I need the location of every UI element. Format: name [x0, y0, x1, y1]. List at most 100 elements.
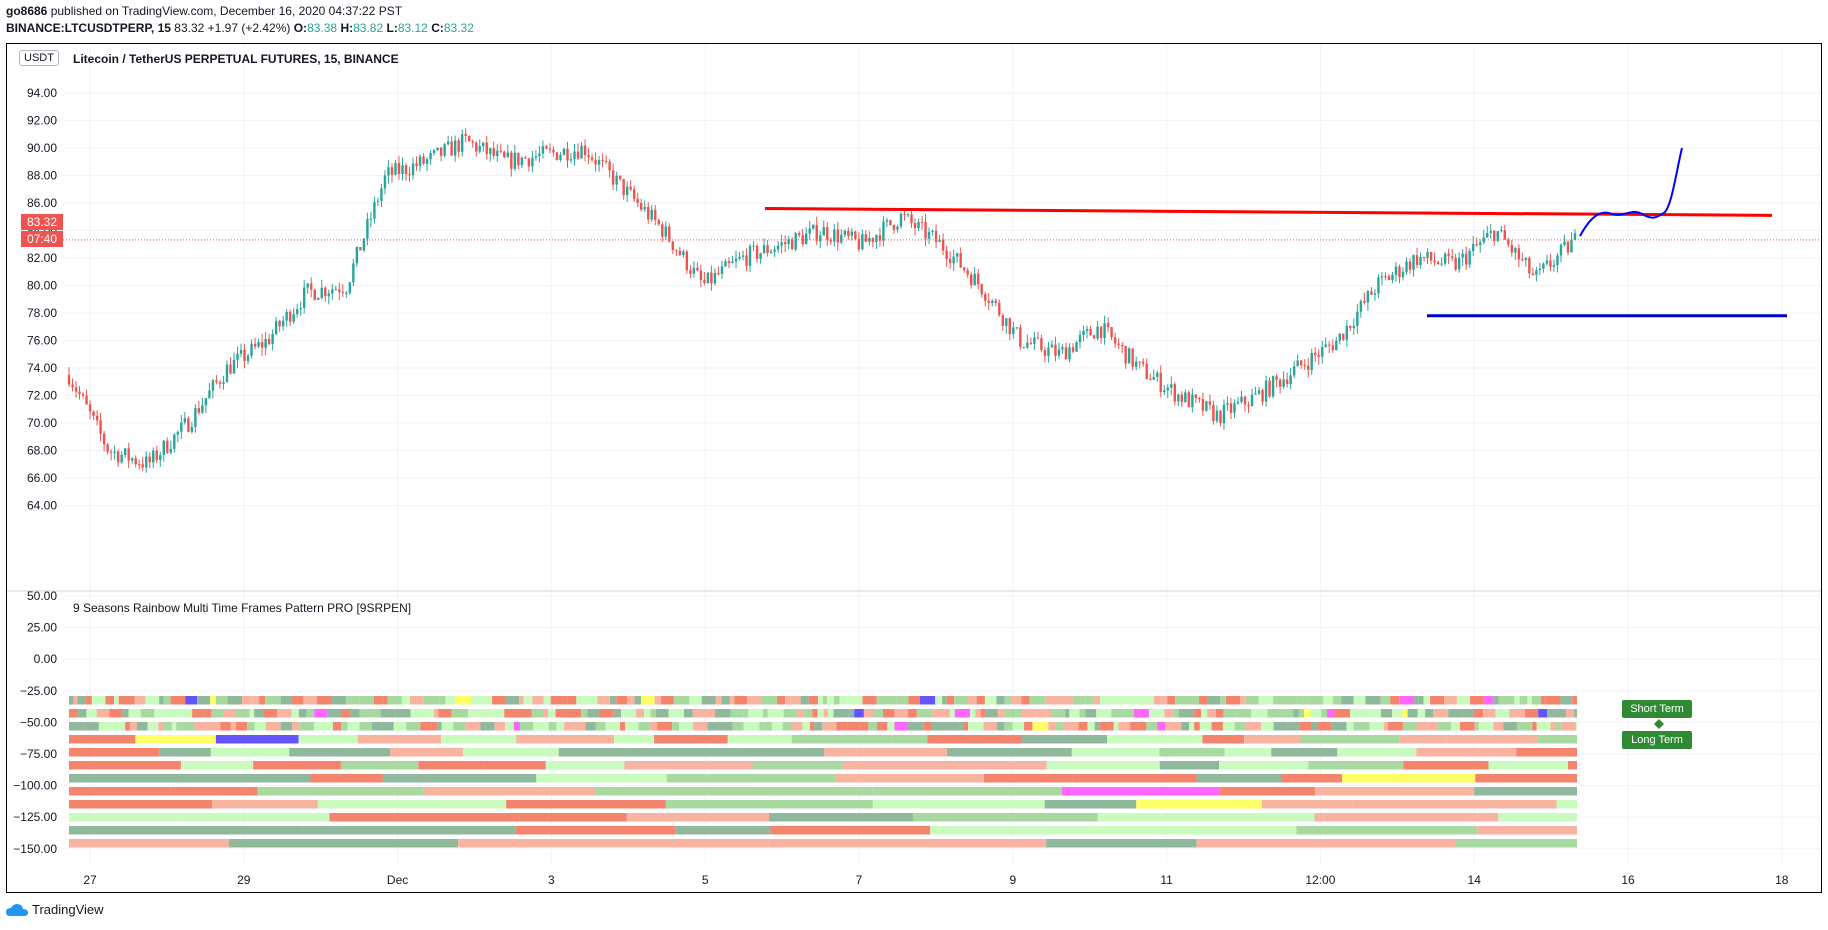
candle-body [1303, 365, 1306, 367]
rainbow-segment [567, 709, 582, 718]
rainbow-segment [1125, 722, 1131, 731]
rainbow-segment [896, 696, 909, 705]
rainbow-segment [1545, 696, 1561, 705]
candle-body [724, 261, 727, 267]
candle-body [1064, 347, 1068, 360]
rainbow-segment [1391, 709, 1398, 718]
rainbow-segment [752, 761, 843, 770]
rainbow-segment [1085, 696, 1094, 705]
rainbow-segment [857, 696, 863, 705]
rainbow-segment [371, 722, 382, 731]
candle-body [366, 219, 369, 239]
rainbow-segment [675, 826, 771, 835]
candle-body [506, 152, 510, 158]
rainbow-segment [791, 722, 803, 731]
rainbow-segment [73, 696, 78, 705]
indicator-tick: −25.00 [20, 684, 57, 698]
rainbow-segment [533, 722, 549, 731]
candle-body [197, 407, 201, 413]
chart-frame[interactable]: 94.0092.0090.0088.0086.0084.0082.0080.00… [6, 43, 1822, 893]
candle-body [1538, 268, 1542, 271]
rainbow-segment [665, 800, 873, 809]
candle-body [952, 256, 955, 264]
rainbow-segment [1493, 722, 1504, 731]
rainbow-segment [1308, 696, 1324, 705]
price-chart[interactable]: 94.0092.0090.0088.0086.0084.0082.0080.00… [7, 44, 1822, 893]
rainbow-segment [693, 722, 708, 731]
candle-body [868, 238, 871, 242]
price-tick: 68.00 [27, 444, 57, 458]
candle-body [994, 300, 997, 303]
candle-body [833, 229, 836, 242]
rainbow-segment [1369, 722, 1384, 731]
rainbow-segment [471, 696, 480, 705]
rainbow-segment [916, 709, 933, 718]
candle-body [885, 220, 889, 222]
rainbow-segment [917, 761, 1047, 770]
candle-body [780, 242, 783, 246]
rainbow-segment [516, 735, 615, 744]
rainbow-segment [171, 722, 177, 731]
rainbow-segment [247, 722, 255, 731]
rainbow-segment [125, 722, 130, 731]
rainbow-segment [154, 709, 163, 718]
rainbow-segment [734, 696, 748, 705]
candle-body [555, 152, 559, 161]
currency-button[interactable]: USDT [19, 50, 59, 66]
rainbow-segment [598, 709, 604, 718]
projection-curve[interactable] [1579, 147, 1683, 237]
rainbow-segment [109, 722, 126, 731]
rainbow-segment [847, 722, 860, 731]
candle-body [650, 209, 653, 220]
rainbow-segment [980, 709, 986, 718]
rainbow-segment [791, 735, 893, 744]
candle-body [1222, 404, 1226, 424]
rainbow-segment [1299, 722, 1312, 731]
candle-body [787, 239, 790, 245]
candle-body [1517, 248, 1521, 260]
rainbow-segment [1071, 748, 1160, 757]
candle-body [352, 263, 355, 283]
candle-body [534, 156, 538, 158]
rainbow-segment [162, 709, 179, 718]
candle-body [548, 148, 552, 150]
candle-body [1075, 342, 1078, 352]
candle-body [267, 339, 271, 344]
candle-body [331, 289, 334, 294]
rainbow-segment [254, 709, 264, 718]
rainbow-segment [179, 774, 311, 783]
candle-body [531, 157, 534, 167]
candle-body [1289, 375, 1292, 385]
rainbow-segment [556, 722, 565, 731]
rainbow-segment [1093, 696, 1101, 705]
candle-body [1545, 260, 1549, 264]
rainbow-segment [912, 813, 1098, 822]
indicator-title: 9 Seasons Rainbow Multi Time Frames Patt… [73, 601, 412, 615]
author-name[interactable]: go8686 [6, 4, 48, 18]
rainbow-segment [550, 696, 557, 705]
candle-body [850, 231, 854, 236]
candle-body [594, 159, 597, 165]
rainbow-segment [292, 722, 300, 731]
rainbow-segment [1516, 748, 1577, 757]
rainbow-segment [136, 722, 148, 731]
rainbow-segment [782, 722, 792, 731]
candle-body [998, 302, 1001, 316]
rainbow-segment [944, 709, 950, 718]
candle-body [1500, 230, 1503, 232]
rainbow-segment [1350, 709, 1359, 718]
candle-body [148, 456, 151, 463]
candle-body [152, 450, 155, 463]
candle-body [503, 151, 506, 158]
candle-body [78, 391, 81, 395]
candle-body [1317, 355, 1320, 357]
rainbow-segment [1402, 722, 1417, 731]
candle-body [836, 229, 839, 243]
candle-body [1201, 399, 1205, 411]
resistance-trendline[interactable] [764, 207, 1773, 217]
tradingview-logo[interactable]: TradingView [6, 902, 104, 917]
rainbow-segment [1488, 761, 1569, 770]
rainbow-segment [96, 709, 110, 718]
candle-body [281, 320, 285, 327]
rainbow-segment [468, 709, 479, 718]
